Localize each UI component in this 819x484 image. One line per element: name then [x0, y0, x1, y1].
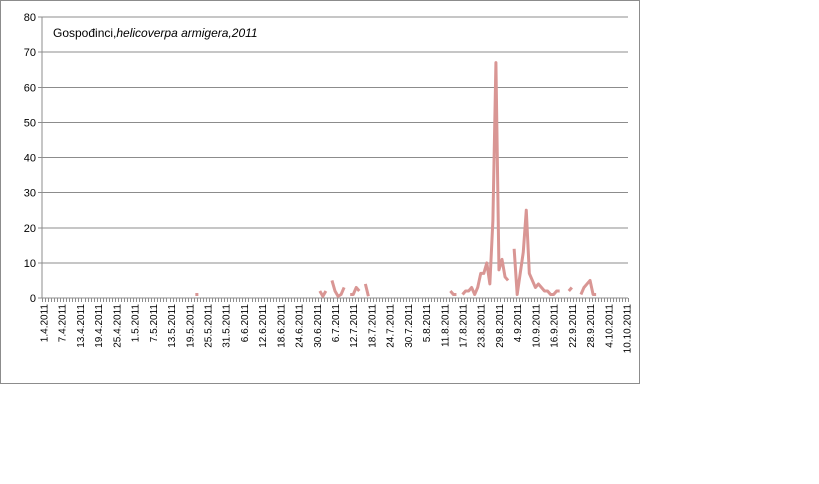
x-tick-label: 1.5.2011: [131, 304, 142, 343]
series-segment-4: [363, 283, 370, 297]
x-tick-label: 16.9.2011: [550, 304, 561, 348]
x-tick-label: 24.6.2011: [295, 304, 306, 348]
x-tick-label: 22.9.2011: [568, 304, 579, 348]
x-tick-label: 28.9.2011: [586, 304, 597, 348]
x-tick-label: 6.7.2011: [331, 304, 342, 343]
x-tick-label: 18.6.2011: [276, 304, 287, 348]
x-tick-label: 7.5.2011: [149, 304, 160, 343]
y-tick-label: 80: [24, 12, 36, 24]
chart-title-italic: helicoverpa armigera,2011: [116, 26, 257, 40]
x-tick-label: 23.8.2011: [477, 304, 488, 348]
grid-lines: [42, 16, 628, 264]
y-tick-label: 50: [24, 117, 36, 129]
x-tick-label: 19.5.2011: [185, 304, 196, 348]
x-tick-label: 11.8.2011: [440, 304, 451, 347]
x-tick-label: 12.6.2011: [258, 304, 269, 348]
x-tick-label: 10.9.2011: [531, 304, 542, 348]
y-tick-label: 30: [24, 188, 36, 200]
x-tick-label: 19.4.2011: [94, 304, 105, 348]
y-tick-labels: 0 10 20 30 40 50 60 70 80: [24, 12, 36, 305]
series-segment-1: [318, 290, 328, 298]
x-tick-label: 1.4.2011: [40, 304, 51, 343]
x-tick-label: 17.8.2011: [459, 304, 470, 348]
y-tick-label: 40: [24, 153, 36, 165]
series-segment-3: [350, 285, 361, 296]
x-tick-label: 24.7.2011: [386, 304, 397, 348]
x-tick-label: 25.4.2011: [112, 304, 123, 348]
x-tick-label: 10.10.2011: [622, 304, 633, 354]
x-tick-label: 13.5.2011: [167, 304, 178, 348]
chart-svg: 0 10 20 30 40 50 60 70 80 1.4.2011 7.4.2011 13.4.2…: [24, 12, 634, 354]
axes: [38, 16, 629, 302]
x-tick-label: 6.6.2011: [240, 304, 251, 343]
chart-area: 0 10 20 30 40 50 60 70 80 1.4.2011 7.4.2011 13.4.2…: [0, 0, 640, 384]
x-tick-label: 12.7.2011: [349, 304, 360, 348]
x-tick-label: 31.5.2011: [222, 304, 233, 348]
series-segment-6: [461, 61, 510, 296]
x-tick-label: 4.10.2011: [604, 304, 615, 348]
x-tick-label: 5.8.2011: [422, 304, 433, 343]
x-tick-label: 25.5.2011: [203, 304, 214, 348]
series-segment-8: [567, 286, 573, 292]
x-tick-label: 7.4.2011: [58, 304, 69, 343]
y-tick-label: 70: [24, 47, 36, 59]
series-segment-7: [512, 208, 560, 296]
y-tick-label: 0: [30, 293, 36, 305]
x-tick-label: 4.9.2011: [513, 304, 524, 343]
series-segment-9: [579, 278, 597, 296]
series-segment-2: [330, 280, 346, 298]
x-tick-label: 30.6.2011: [313, 304, 324, 348]
x-tick-label: 29.8.2011: [495, 304, 506, 348]
series-line: [195, 61, 597, 298]
y-tick-label: 60: [24, 82, 36, 94]
x-tick-label: 30.7.2011: [404, 304, 415, 348]
x-tick-labels: 1.4.2011 7.4.2011 13.4.2011 19.4.2011 25.4.2…: [40, 304, 634, 354]
chart-title: Gospođinci,helicoverpa armigera,2011: [53, 26, 258, 40]
x-tick-label: 18.7.2011: [367, 304, 378, 348]
x-tick-label: 13.4.2011: [76, 304, 87, 348]
chart-title-plain: Gospođinci,: [53, 26, 116, 40]
y-tick-label: 10: [24, 258, 36, 270]
y-tick-label: 20: [24, 223, 36, 235]
series-segment-5: [449, 289, 457, 296]
